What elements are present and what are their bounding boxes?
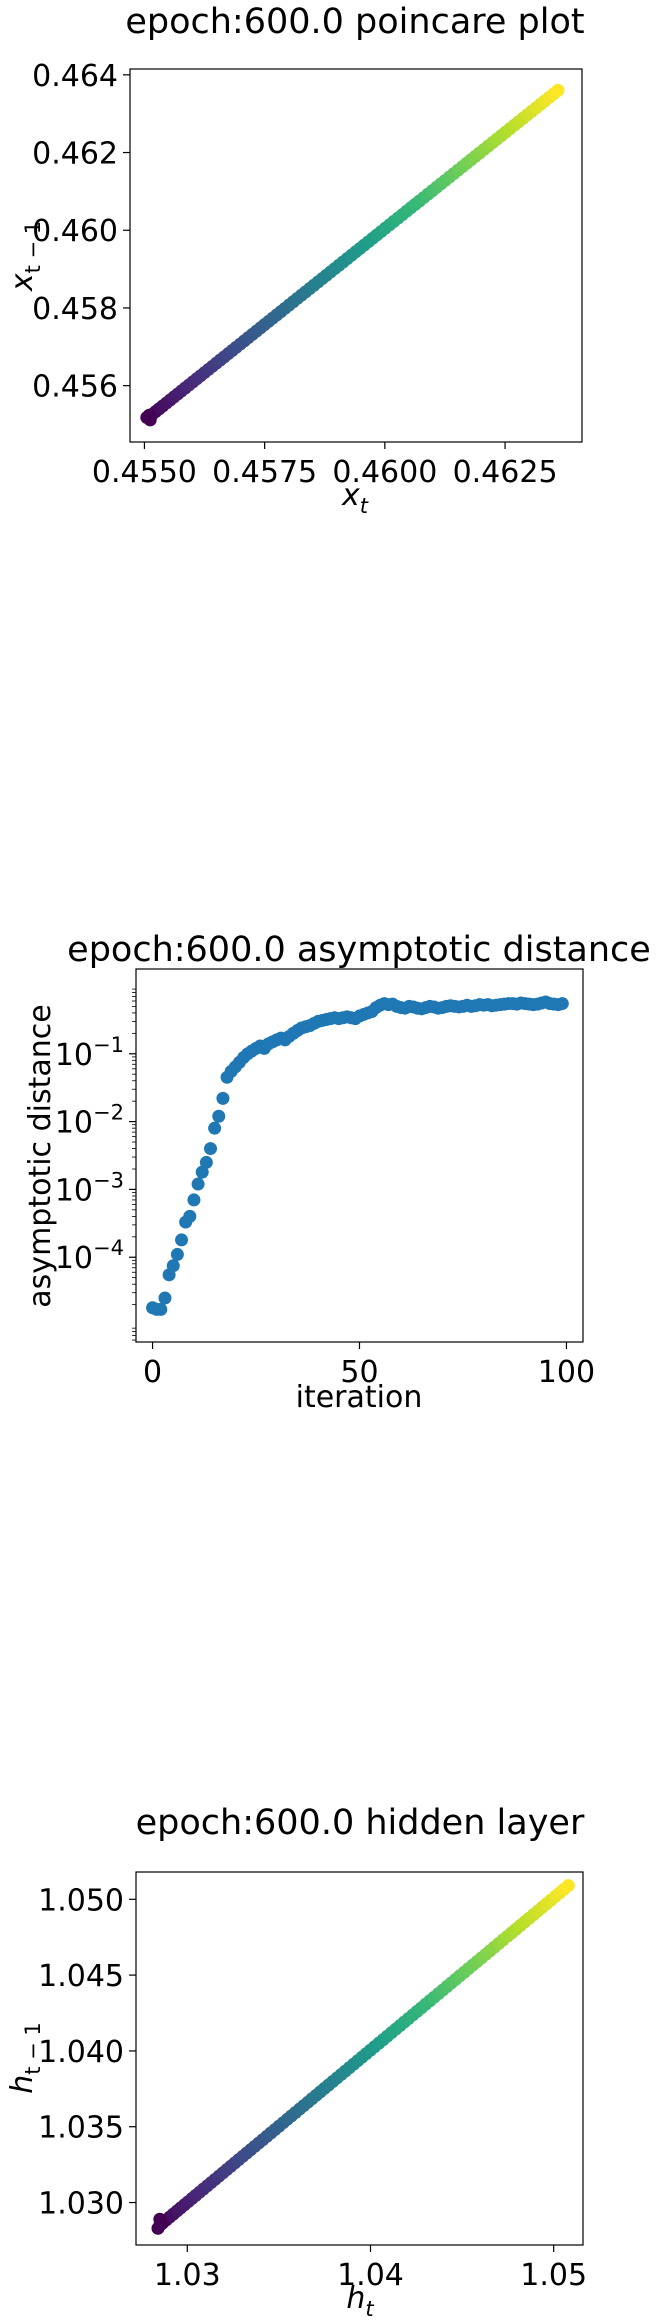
poincare-x-ticks: 0.4550 0.4575 0.4600 0.4625 [92,442,558,490]
poincare-point [551,83,565,97]
poincare-y-ticks: 0.456 0.458 0.460 0.462 0.464 [32,59,130,405]
asymptotic-plot-frame [135,968,584,1343]
poincare-y-tick-label: 0.456 [32,370,118,405]
poincare-point [142,408,156,422]
asymptotic-points [146,995,569,1316]
asymptotic-x-ticks: 0 50 100 [143,1342,595,1390]
hidden-layer-y-label-base: h [5,2075,40,2094]
hidden-layer-y-axis-label: ht − 1 [5,2022,45,2094]
hidden-layer-y-label-sub: t − 1 [21,2022,45,2075]
asymptotic-point [208,1121,222,1135]
asymptotic-x-tick-label: 100 [538,1355,595,1390]
poincare-title: epoch:600.0 poincare plot [125,2,584,42]
hidden-layer-y-tick-label: 1.040 [38,2035,124,2070]
hidden-layer-x-tick-label: 1.04 [337,2258,404,2293]
hidden-layer-x-ticks: 1.03 1.04 1.05 [154,2245,587,2293]
hidden-layer-x-tick-label: 1.03 [154,2258,221,2293]
asymptotic-point [183,1209,197,1223]
asymptotic-y-tick-label: 10−3 [55,1168,124,1208]
poincare-y-tick-label: 0.462 [32,137,118,172]
asymptotic-y-tick-label: 10−4 [55,1236,124,1276]
asymptotic-y-ticks: 10−4 10−3 10−2 10−1 [55,988,136,1341]
asymptotic-point [166,1259,180,1273]
asymptotic-x-tick-label: 0 [143,1355,162,1390]
hidden-layer-point [561,1879,575,1893]
hidden-layer-y-tick-label: 1.050 [38,1883,124,1918]
hidden-layer-points [151,1879,575,2235]
asymptotic-point [154,1302,168,1316]
asymptotic-point [216,1091,230,1105]
asymptotic-point [204,1142,217,1156]
poincare-x-tick-label: 0.4575 [212,455,317,490]
asymptotic-point [187,1193,201,1207]
asymptotic-point [191,1177,205,1191]
poincare-points [140,83,565,427]
poincare-x-axis-label: xt [341,478,369,518]
hidden-layer-plot-frame [135,1871,584,2246]
hidden-layer-y-tick-label: 1.035 [38,2111,124,2146]
hidden-layer-y-ticks: 1.030 1.035 1.040 1.045 1.050 [38,1883,136,2222]
asymptotic-point [199,1155,213,1169]
asymptotic-x-axis-label: iteration [296,1380,423,1415]
poincare-chart: epoch:600.0 poincare plot 0.4550 0.4575 0.… [5,2,585,518]
asymptotic-point [170,1247,184,1261]
hidden-layer-x-tick-label: 1.05 [520,2258,587,2293]
asymptotic-point [555,997,569,1011]
hidden-layer-point [153,2212,167,2226]
asymptotic-point [212,1109,226,1123]
asymptotic-point [175,1233,189,1247]
poincare-x-label-base: x [341,478,360,513]
hidden-layer-y-tick-label: 1.030 [38,2187,124,2222]
hidden-layer-y-tick-label: 1.045 [38,1959,124,1994]
poincare-x-tick-label: 0.4550 [92,455,197,490]
poincare-x-tick-label: 0.4625 [453,455,558,490]
poincare-y-label-sub: t − 1 [21,221,45,274]
poincare-x-tick-label: 0.4600 [332,455,437,490]
hidden-layer-x-label-sub: t [365,2297,374,2321]
hidden-layer-x-label-base: h [346,2281,365,2316]
hidden-layer-title: epoch:600.0 hidden layer [136,1803,585,1843]
poincare-y-tick-label: 0.460 [32,214,118,249]
poincare-y-label-base: x [5,273,40,292]
hidden-layer-chart: epoch:600.0 hidden layer 1.03 1.04 1.05 1.… [5,1803,587,2321]
asymptotic-y-tick-label: 10−2 [55,1101,124,1141]
asymptotic-point [158,1291,172,1305]
hidden-layer-x-axis-label: ht [346,2281,374,2321]
poincare-x-label-sub: t [360,494,369,518]
poincare-y-tick-label: 0.464 [32,59,118,94]
asymptotic-y-axis-label: asymptotic distance [23,1004,58,1307]
asymptotic-y-tick-label: 10−1 [55,1033,124,1073]
poincare-y-tick-label: 0.458 [32,292,118,327]
asymptotic-distance-chart: epoch:600.0 asymptotic distance 0 50 100 1… [23,930,651,1415]
asymptotic-x-tick-label: 50 [340,1355,378,1390]
poincare-y-axis-label: xt − 1 [5,221,45,292]
asymptotic-title: epoch:600.0 asymptotic distance [67,930,651,970]
poincare-plot-frame [129,68,583,443]
